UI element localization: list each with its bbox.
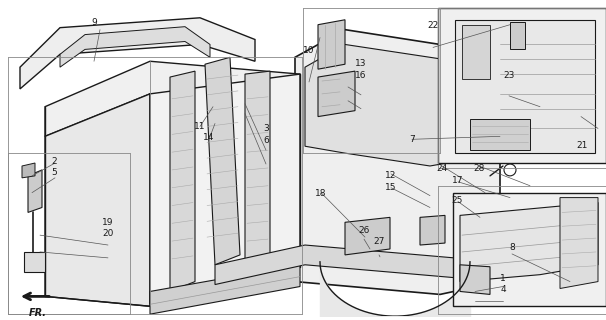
Text: 16: 16 bbox=[355, 71, 366, 80]
Polygon shape bbox=[305, 44, 475, 166]
Text: 27: 27 bbox=[373, 237, 384, 246]
Polygon shape bbox=[60, 27, 210, 67]
Text: 8: 8 bbox=[509, 243, 515, 252]
Polygon shape bbox=[510, 22, 525, 49]
Text: 18: 18 bbox=[316, 189, 327, 198]
Polygon shape bbox=[470, 118, 530, 150]
Polygon shape bbox=[215, 245, 500, 284]
Polygon shape bbox=[462, 25, 490, 79]
Polygon shape bbox=[45, 61, 300, 136]
Polygon shape bbox=[20, 18, 255, 89]
Text: 12: 12 bbox=[385, 171, 396, 180]
Text: 21: 21 bbox=[576, 141, 587, 150]
Polygon shape bbox=[295, 30, 500, 294]
Polygon shape bbox=[420, 215, 445, 245]
Circle shape bbox=[532, 27, 588, 82]
Text: 10: 10 bbox=[304, 46, 315, 55]
Text: 19: 19 bbox=[102, 218, 113, 228]
Polygon shape bbox=[453, 193, 606, 306]
Polygon shape bbox=[45, 94, 150, 306]
Polygon shape bbox=[205, 57, 240, 265]
Text: 1: 1 bbox=[500, 274, 506, 283]
Text: 20: 20 bbox=[102, 229, 113, 238]
Polygon shape bbox=[318, 71, 355, 116]
Text: 6: 6 bbox=[264, 136, 270, 145]
Text: 5: 5 bbox=[52, 168, 58, 177]
Text: 17: 17 bbox=[452, 176, 463, 185]
Text: FR.: FR. bbox=[29, 308, 47, 318]
Polygon shape bbox=[245, 71, 270, 276]
Polygon shape bbox=[318, 20, 345, 69]
Polygon shape bbox=[28, 170, 42, 212]
Circle shape bbox=[538, 97, 582, 140]
Text: 3: 3 bbox=[264, 124, 270, 132]
Text: 25: 25 bbox=[452, 196, 463, 205]
Text: 22: 22 bbox=[428, 21, 439, 30]
Polygon shape bbox=[22, 163, 35, 178]
Polygon shape bbox=[455, 20, 595, 153]
Text: 2: 2 bbox=[52, 157, 58, 166]
Polygon shape bbox=[460, 203, 598, 282]
Text: 23: 23 bbox=[504, 71, 514, 80]
Polygon shape bbox=[345, 217, 390, 255]
Text: 13: 13 bbox=[355, 59, 366, 68]
Text: 7: 7 bbox=[409, 135, 415, 144]
Circle shape bbox=[542, 36, 578, 72]
Text: 28: 28 bbox=[473, 164, 484, 173]
Polygon shape bbox=[560, 197, 598, 289]
Polygon shape bbox=[438, 8, 606, 163]
Text: 11: 11 bbox=[195, 122, 205, 131]
Polygon shape bbox=[460, 265, 490, 294]
Text: 9: 9 bbox=[91, 18, 97, 27]
Text: 15: 15 bbox=[385, 183, 396, 192]
Polygon shape bbox=[150, 265, 300, 314]
Text: 24: 24 bbox=[437, 164, 448, 173]
Polygon shape bbox=[150, 74, 300, 306]
Text: 14: 14 bbox=[204, 133, 215, 142]
Text: 26: 26 bbox=[358, 226, 369, 235]
Polygon shape bbox=[170, 71, 195, 292]
Text: 4: 4 bbox=[500, 285, 506, 294]
Polygon shape bbox=[24, 252, 45, 272]
